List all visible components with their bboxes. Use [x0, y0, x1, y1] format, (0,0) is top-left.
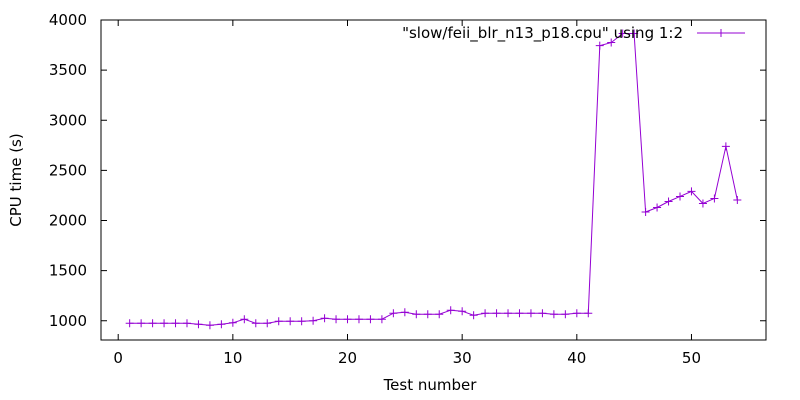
data-point	[240, 315, 249, 324]
tick-labels: 0 10 20 30 40 50 1000 1500 2000 2500 3000 3500 4000	[49, 11, 701, 367]
data-point	[274, 317, 283, 326]
data-point	[561, 310, 570, 319]
data-point	[354, 315, 363, 324]
x-tick-label: 40	[567, 349, 586, 367]
data-point	[228, 318, 237, 327]
data-point	[343, 315, 352, 324]
data-point	[377, 315, 386, 324]
legend-sample	[697, 29, 745, 37]
legend-label: "slow/feii_blr_n13_p18.cpu" using 1:2	[402, 24, 683, 43]
data-point	[630, 29, 639, 38]
data-point	[389, 309, 398, 318]
data-point	[664, 197, 673, 206]
data-point	[171, 319, 180, 328]
data-point	[710, 194, 719, 203]
data-point	[286, 317, 295, 326]
data-point	[160, 319, 169, 328]
y-tick-label: 3000	[49, 111, 87, 129]
data-point	[309, 316, 318, 325]
data-point	[492, 309, 501, 318]
data-point	[721, 142, 730, 151]
data-point	[733, 195, 742, 204]
data-point	[687, 187, 696, 196]
x-tick-label: 50	[682, 349, 701, 367]
data-point	[469, 311, 478, 320]
x-tick-label: 10	[223, 349, 242, 367]
data-point	[251, 319, 260, 328]
data-point	[526, 309, 535, 318]
data-point	[595, 41, 604, 50]
data-point	[549, 310, 558, 319]
data-point	[641, 207, 650, 216]
data-point	[194, 320, 203, 329]
x-tick-label: 0	[113, 349, 123, 367]
data-point	[481, 309, 490, 318]
data-point	[653, 203, 662, 212]
data-point	[366, 315, 375, 324]
data-point	[217, 320, 226, 329]
plot-frame	[100, 19, 767, 341]
data-point	[137, 319, 146, 328]
data-point	[423, 310, 432, 319]
y-tick-label: 3500	[49, 61, 87, 79]
data-point	[125, 319, 134, 328]
y-tick-label: 1000	[49, 312, 87, 330]
y-tick-label: 4000	[49, 11, 87, 29]
data-point	[676, 192, 685, 201]
data-point	[332, 315, 341, 324]
data-point	[148, 319, 157, 328]
x-tick-label: 30	[453, 349, 472, 367]
data-point	[515, 309, 524, 318]
data-point	[504, 309, 513, 318]
data-point	[572, 309, 581, 318]
y-axis-label: CPU time (s)	[7, 133, 25, 226]
data-point	[607, 38, 616, 47]
data-point	[618, 29, 627, 38]
data-point	[412, 310, 421, 319]
y-tick-label: 1500	[49, 262, 87, 280]
data-point	[263, 319, 272, 328]
data-point	[446, 306, 455, 315]
plot-series	[125, 29, 742, 330]
data-point	[435, 310, 444, 319]
data-point	[458, 307, 467, 316]
data-point	[205, 321, 214, 330]
y-tick-label: 2500	[49, 161, 87, 179]
legend-marker	[717, 29, 725, 37]
data-point	[297, 317, 306, 326]
data-point	[400, 308, 409, 317]
data-point	[538, 309, 547, 318]
y-tick-label: 2000	[49, 212, 87, 230]
x-axis-label: Test number	[383, 376, 478, 394]
data-point	[320, 314, 329, 323]
data-point	[584, 309, 593, 318]
x-tick-label: 20	[338, 349, 357, 367]
data-point	[698, 199, 707, 208]
data-point	[182, 319, 191, 328]
legend: "slow/feii_blr_n13_p18.cpu" using 1:2	[402, 24, 745, 43]
